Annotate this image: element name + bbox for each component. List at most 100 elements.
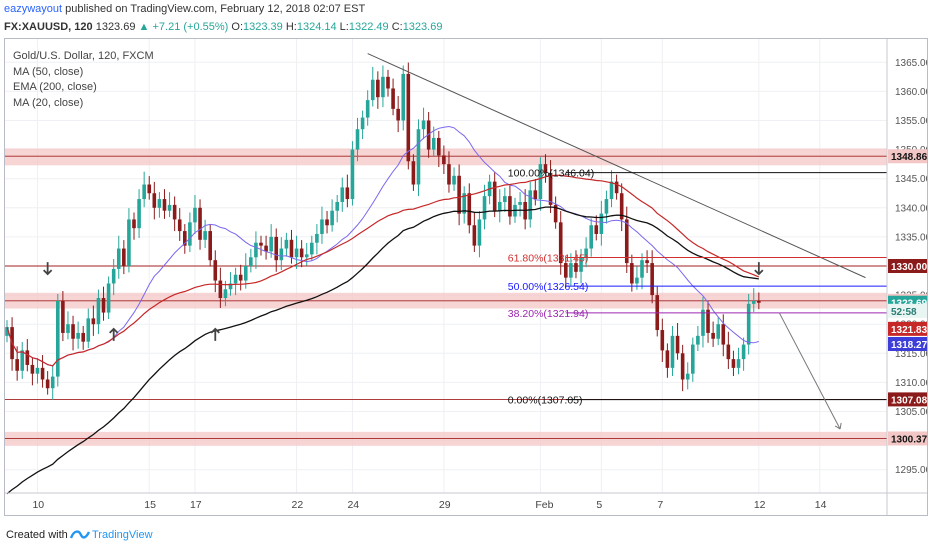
- up-arrow-icon: ▲: [138, 21, 150, 33]
- x-tick-label: 24: [347, 499, 359, 511]
- candle-body: [635, 277, 639, 284]
- candle-body: [452, 175, 456, 185]
- legend: Gold/U.S. Dollar, 120, FXCM MA (50, clos…: [13, 49, 154, 111]
- candle-body: [548, 172, 553, 205]
- candle-body: [558, 222, 563, 264]
- candle-body: [71, 324, 75, 339]
- legend-ema200[interactable]: EMA (200, close): [13, 81, 97, 93]
- author-link[interactable]: eazywayout: [4, 3, 63, 15]
- candle-body: [599, 213, 604, 234]
- legend-title: Gold/U.S. Dollar, 120, FXCM: [13, 50, 154, 62]
- candle-body: [401, 73, 406, 121]
- chart-pane[interactable]: 100.00%(1346.04) 61.80%(1331.45) 50.00%(13…: [4, 38, 928, 516]
- candle-body: [25, 350, 30, 365]
- legend-ma50[interactable]: MA (50, close): [13, 65, 84, 78]
- candle-body: [198, 207, 202, 240]
- candle-body: [208, 231, 212, 261]
- y-tick-label: 1365.00: [895, 58, 927, 69]
- price-chart[interactable]: 100.00%(1346.04)61.80%(1331.45)50.00%(13…: [5, 39, 927, 515]
- candle-body: [157, 199, 162, 208]
- candle-body: [340, 187, 345, 202]
- candle-body: [264, 245, 268, 252]
- y-tick-label: 1310.00: [895, 378, 927, 389]
- candle-body: [701, 309, 705, 336]
- candle-body: [111, 268, 116, 284]
- candle-body: [177, 219, 182, 232]
- fib-level-label: 100.00%(1346.04): [508, 168, 594, 180]
- candle-body: [106, 283, 111, 313]
- candle-body: [406, 73, 411, 162]
- candle-body: [457, 175, 461, 214]
- x-tick-label: 7: [657, 499, 663, 511]
- footer: Created with TradingView: [0, 520, 932, 550]
- level-price-badge-bg: [888, 259, 927, 273]
- candle-body: [685, 373, 690, 380]
- candle-body: [711, 332, 715, 339]
- candle-body: [665, 350, 670, 368]
- y-tick-label: 1335.00: [895, 232, 927, 243]
- candle-body: [147, 184, 152, 194]
- candle-body: [259, 242, 263, 246]
- candle-body: [741, 344, 746, 360]
- candle-body: [330, 210, 334, 226]
- candle-body: [614, 181, 619, 194]
- high-label: H:: [285, 21, 297, 33]
- ma50-price-badge: 1321.83: [891, 325, 927, 336]
- candle-body: [447, 164, 451, 185]
- x-tick-label: 5: [596, 499, 602, 511]
- candle-body: [365, 100, 370, 118]
- candle-body: [650, 263, 654, 296]
- close-value: 1323.69: [402, 21, 443, 33]
- candle-body: [508, 196, 512, 217]
- candle-body: [127, 219, 131, 266]
- fib-level-label: 38.20%(1321.94): [508, 308, 589, 320]
- level-price-badge-bg: [888, 392, 927, 407]
- down-arrow-icon: [754, 262, 764, 276]
- candle-body: [40, 367, 45, 380]
- support-resistance-zone: [5, 148, 887, 166]
- symbol-name: FX:XAUUSD, 120: [4, 21, 93, 33]
- projection-arrow-line: [778, 312, 841, 430]
- countdown-badge-bg: [888, 303, 927, 318]
- candle-body: [680, 353, 685, 380]
- y-tick-label: 1360.00: [895, 87, 927, 98]
- candle-body: [152, 193, 157, 208]
- candle-body: [437, 137, 441, 156]
- candle-body: [391, 88, 395, 109]
- candle-body: [569, 263, 573, 278]
- candle-body: [35, 367, 40, 374]
- candle-body: [167, 204, 172, 211]
- candle-body: [50, 376, 55, 389]
- tradingview-brand[interactable]: TradingView: [92, 529, 153, 541]
- candle-body: [96, 298, 101, 325]
- candle-body: [310, 242, 314, 255]
- candle-body: [86, 318, 91, 342]
- candle-body: [442, 155, 446, 165]
- candle-body: [721, 324, 726, 345]
- candle-body: [538, 164, 543, 200]
- candle-body: [574, 263, 578, 272]
- tradingview-logo-icon: [70, 530, 90, 539]
- candle-body: [193, 207, 197, 223]
- candle-body: [645, 260, 649, 264]
- candle-body: [696, 335, 700, 345]
- candle-body: [396, 108, 400, 121]
- candle-body: [381, 76, 385, 98]
- candle-body: [304, 254, 309, 258]
- candle-body: [81, 332, 85, 342]
- candle-body: [162, 199, 167, 211]
- low-value: 1322.49: [348, 21, 389, 33]
- ma20-price-badge-bg: [888, 336, 927, 351]
- candle-body: [594, 225, 599, 234]
- candle-body: [122, 248, 126, 266]
- countdown-badge: 52:58: [891, 307, 917, 318]
- chart-header: eazywayout published on TradingView.com,…: [0, 0, 932, 38]
- candle-body: [675, 335, 680, 354]
- candle-body: [589, 225, 593, 249]
- last-price: 1323.69: [95, 21, 136, 33]
- legend-ma20[interactable]: MA (20, close): [13, 96, 84, 109]
- candle-body: [416, 129, 421, 185]
- candle-body: [5, 327, 9, 336]
- created-with-text: Created with: [6, 529, 68, 541]
- candle-body: [726, 344, 731, 360]
